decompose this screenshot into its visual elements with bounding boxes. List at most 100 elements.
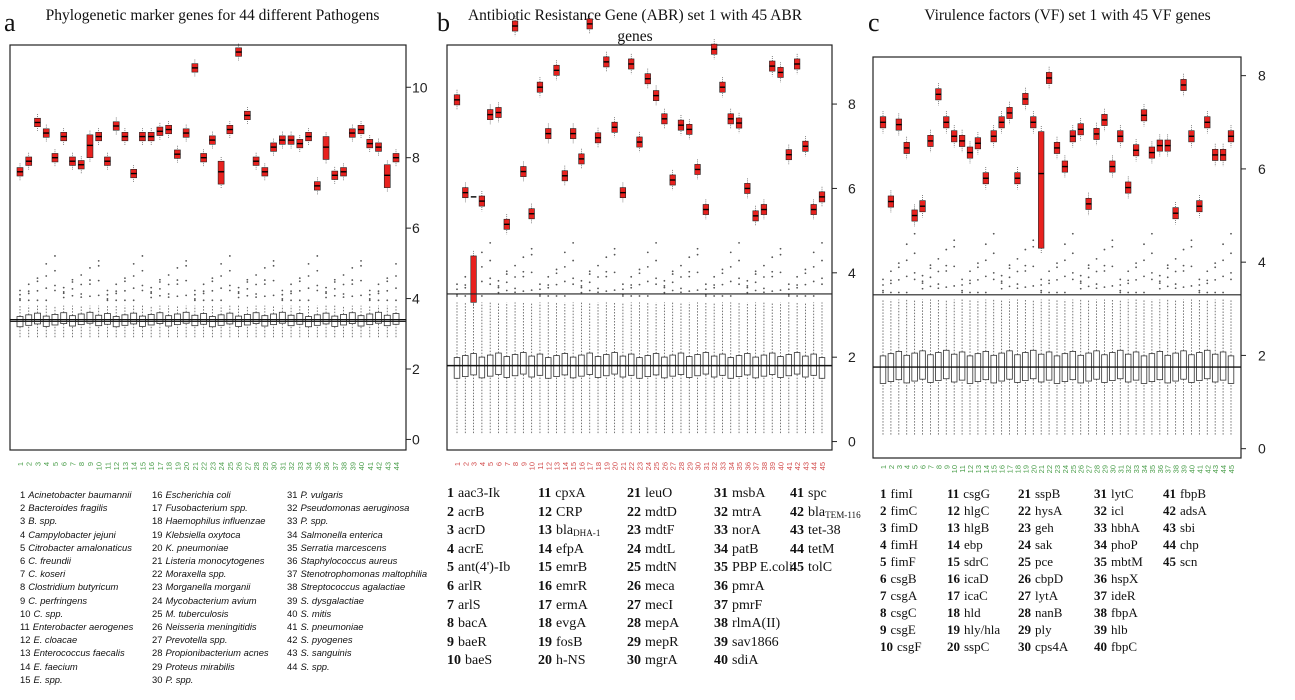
legend-number: 31 [1094,486,1107,501]
x-tick-label: 2 [461,462,470,466]
outlier-point [969,270,971,273]
base-box [895,351,903,381]
outlier-point [202,292,205,295]
outlier-point [360,259,362,262]
outlier-point [929,264,932,267]
outlier-point [1103,270,1106,272]
outlier-point [1135,266,1137,269]
x-tick-label: 31 [278,462,287,470]
legend-name: arlR [458,579,483,594]
base-box [793,352,801,375]
legend-name: Serratia marcescens [300,541,387,553]
outlier-point [89,267,91,269]
outlier-point [1214,266,1217,269]
outlier-point [386,280,389,283]
legend-number: 17 [538,597,552,613]
outlier-point [307,262,310,265]
legend-name: S. mitis [300,607,332,619]
base-box [1101,354,1108,383]
outlier-point [185,294,188,297]
legend-item: 41 S. pneumoniae [287,621,364,632]
outlier-point [1214,291,1217,294]
legend-item: 29 mepR [627,635,678,651]
outlier-point [281,299,284,302]
panel-letter: a [4,8,16,37]
legend-number: 29 [1018,622,1031,637]
legend-item: 35 mbtM [1094,554,1143,570]
base-box [86,311,94,324]
base-box [1077,354,1084,384]
x-tick-label: 17 [1006,465,1015,473]
legend-name: csgG [963,486,991,501]
legend-item: 6 csgB [880,571,917,587]
outlier-point [913,278,916,281]
x-tick-label: 33 [1132,465,1141,473]
legend-name: Clostridium butyricum [28,581,119,593]
outlier-point [220,287,223,290]
x-tick-label: 45 [818,462,827,470]
legend-item: 17 icaC [947,588,988,604]
legend-name: csgE [890,622,916,637]
legend-item: 13 Enterococcus faecalis [20,647,125,658]
base-box [261,315,269,327]
legend-name: pce [1035,554,1054,569]
outlier-point [696,253,699,256]
legend-item: 38 fbpA [1094,605,1138,621]
legend-name: icaD [964,571,989,586]
outlier-point [663,284,666,287]
x-tick-label: 33 [718,462,727,470]
legend-item: 34 patB [714,542,758,558]
outlier-point [1016,287,1019,290]
base-box [156,312,164,324]
legend-name: bacA [458,616,488,632]
x-tick-label: 7 [503,462,512,466]
outlier-point [193,298,196,300]
legend-number: 28 [152,647,163,659]
outlier-point [882,278,884,281]
legend-name: Enterobacter aerogenes [32,621,134,632]
legend-number: 29 [152,660,163,672]
outlier-point [351,267,354,269]
y-tick-label: 2 [848,349,856,365]
base-box [1204,349,1211,380]
x-tick-label: 36 [322,462,331,470]
base-box [990,354,997,384]
outlier-point [360,264,362,267]
outlier-point [977,291,979,294]
outlier-point [211,289,214,292]
outlier-point [141,284,144,287]
legend-number: 22 [1018,503,1031,518]
outlier-point [613,271,616,274]
outlier-point [342,293,345,295]
legend-name: bla [556,523,574,539]
outlier-point [953,285,956,287]
outlier-point [1079,274,1082,277]
outlier-point [1071,278,1074,281]
outlier-point [605,275,608,278]
legend-name: mdtF [645,523,675,539]
outlier-point [1174,283,1177,285]
legend-name: cpxA [555,486,586,501]
outlier-point [115,299,118,302]
outlier-point [263,295,266,298]
outlier-point [395,275,397,277]
outlier-point [905,275,908,278]
x-tick-label: 23 [1053,465,1062,473]
outlier-point [202,283,205,286]
y-tick-label: 0 [412,431,420,447]
outlier-point [1095,287,1098,290]
outlier-point [1079,282,1082,285]
legend-name: mdtL [645,541,676,557]
outlier-point [984,259,987,262]
legend-item: 29 ply [1018,622,1052,638]
outlier-point [1143,259,1145,262]
base-box [719,353,726,376]
legend-name: Citrobacter amalonaticus [28,541,132,553]
outlier-point [395,262,397,265]
x-tick-label: 5 [911,465,920,469]
x-tick-label: 1 [453,462,462,466]
legend-number: 44 [790,541,804,557]
outlier-point [1166,276,1169,279]
legend-item: 45 tolC [790,560,832,576]
x-tick-label: 24 [217,462,226,470]
